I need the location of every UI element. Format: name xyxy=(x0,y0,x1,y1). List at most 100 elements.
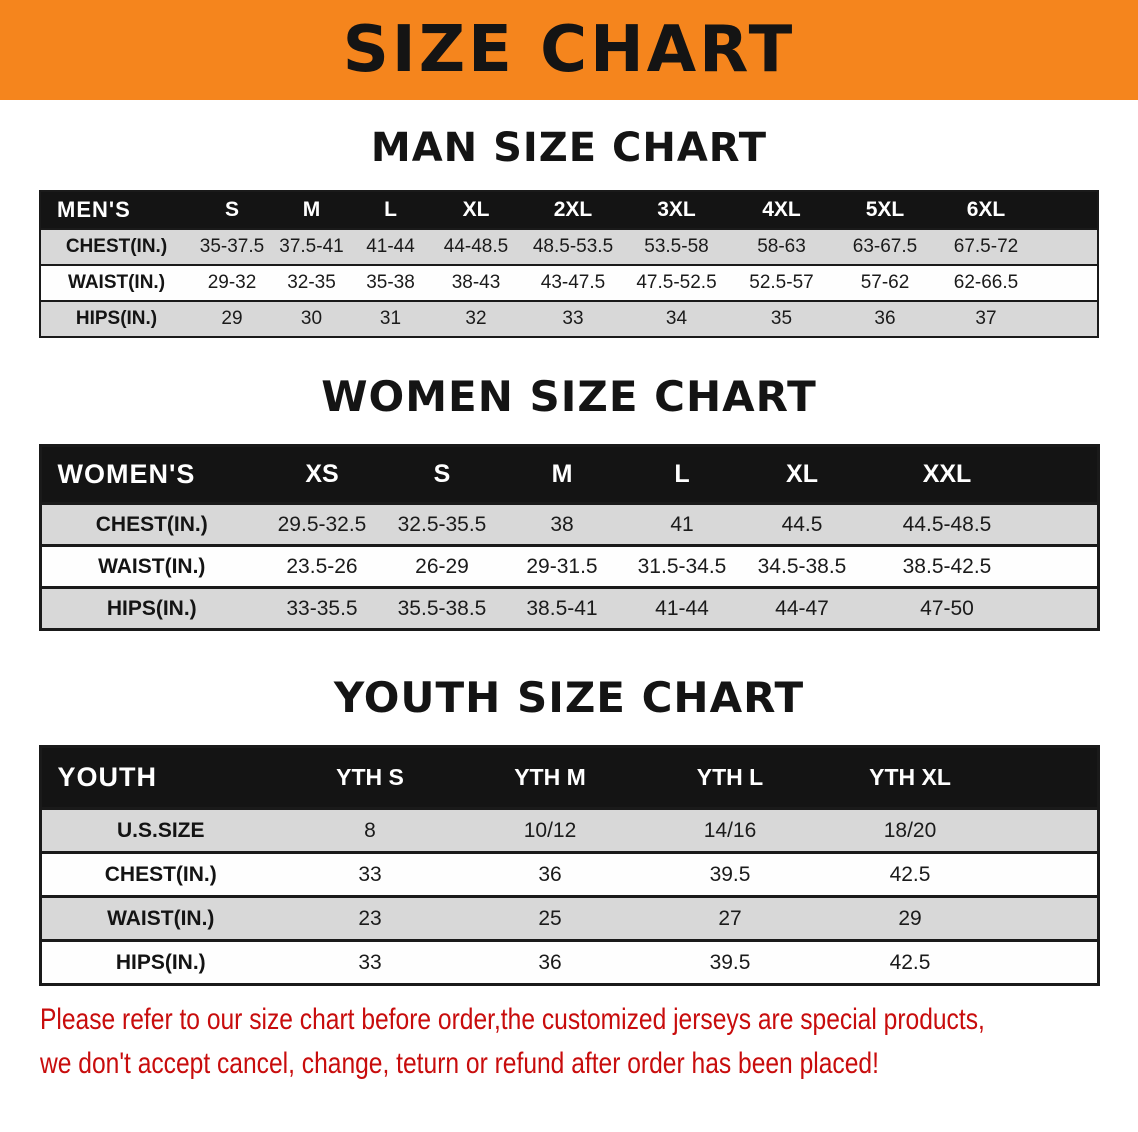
table-row: CHEST(IN.) 29.5-32.5 32.5-35.5 38 41 44.5 44.5… xyxy=(40,502,1098,546)
men-size-section: MAN SIZE CHART MEN'S S M L XL 2XL 3XL 4XL 5XL 6XL… xyxy=(0,126,1138,338)
size-value-cell: 33 xyxy=(522,300,624,337)
size-column-header: YTH S xyxy=(280,746,460,809)
table-row: HIPS(IN.) 29 30 31 32 33 34 35 36 37 xyxy=(40,300,1098,337)
size-value-cell: 29-32 xyxy=(192,264,272,301)
table-header-row: MEN'S S M L XL 2XL 3XL 4XL 5XL 6XL xyxy=(40,191,1098,229)
filler-cell xyxy=(1000,895,1098,941)
size-value-cell: 25 xyxy=(460,895,640,941)
size-value-cell: 43-47.5 xyxy=(522,264,624,301)
youth-size-section: YOUTH SIZE CHART YOUTH YTH S YTH M YTH L YTH… xyxy=(0,673,1138,987)
size-value-cell: 44.5 xyxy=(742,502,862,546)
size-column-header: M xyxy=(502,445,622,504)
size-value-cell: 10/12 xyxy=(460,807,640,853)
size-column-header: L xyxy=(351,191,430,229)
size-column-header: 2XL xyxy=(522,191,624,229)
youth-size-table: YOUTH YTH S YTH M YTH L YTH XL U.S.SIZE 8 10/12… xyxy=(38,745,1100,987)
size-value-cell: 41-44 xyxy=(351,228,430,265)
filler-cell xyxy=(1036,264,1098,301)
table-row: HIPS(IN.) 33-35.5 35.5-38.5 38.5-41 41-44 44-… xyxy=(40,586,1098,630)
size-value-cell: 39.5 xyxy=(640,851,820,897)
row-label: HIPS(IN.) xyxy=(40,300,192,337)
size-column-header: 3XL xyxy=(624,191,729,229)
table-row: U.S.SIZE 8 10/12 14/16 18/20 xyxy=(40,807,1098,853)
table-row: WAIST(IN.) 23 25 27 29 xyxy=(40,895,1098,941)
size-value-cell: 38 xyxy=(502,502,622,546)
filler-cell xyxy=(1032,502,1098,546)
size-value-cell: 26-29 xyxy=(382,544,502,588)
filler-cell xyxy=(1036,191,1098,229)
size-value-cell: 27 xyxy=(640,895,820,941)
size-value-cell: 47-50 xyxy=(862,586,1032,630)
size-value-cell: 62-66.5 xyxy=(936,264,1036,301)
filler-cell xyxy=(1032,544,1098,588)
size-value-cell: 32 xyxy=(430,300,522,337)
size-value-cell: 57-62 xyxy=(834,264,936,301)
size-column-header: YTH XL xyxy=(820,746,1000,809)
page-title: SIZE CHART xyxy=(342,13,796,87)
size-value-cell: 35 xyxy=(729,300,834,337)
women-size-section: WOMEN SIZE CHART WOMEN'S XS S M L XL XXL CHEST(… xyxy=(0,372,1138,632)
filler-cell xyxy=(1036,228,1098,265)
notice-line-1: Please refer to our size chart before or… xyxy=(40,1003,985,1037)
size-column-header: XL xyxy=(430,191,522,229)
men-section-heading: MAN SIZE CHART xyxy=(370,125,768,171)
size-column-header: 4XL xyxy=(729,191,834,229)
men-size-table: MEN'S S M L XL 2XL 3XL 4XL 5XL 6XL CHEST(IN.) 35-37… xyxy=(39,190,1099,338)
size-value-cell: 37.5-41 xyxy=(272,228,351,265)
size-column-header: M xyxy=(272,191,351,229)
size-value-cell: 36 xyxy=(460,851,640,897)
size-value-cell: 67.5-72 xyxy=(936,228,1036,265)
size-value-cell: 31 xyxy=(351,300,430,337)
size-value-cell: 44.5-48.5 xyxy=(862,502,1032,546)
size-value-cell: 34 xyxy=(624,300,729,337)
filler-cell xyxy=(1000,851,1098,897)
table-group-label: YOUTH xyxy=(40,746,280,809)
table-group-label: MEN'S xyxy=(40,191,192,229)
size-value-cell: 32-35 xyxy=(272,264,351,301)
size-value-cell: 37 xyxy=(936,300,1036,337)
size-value-cell: 14/16 xyxy=(640,807,820,853)
size-column-header: XXL xyxy=(862,445,1032,504)
size-column-header: L xyxy=(622,445,742,504)
table-row: WAIST(IN.) 23.5-26 26-29 29-31.5 31.5-34.5 34… xyxy=(40,544,1098,588)
size-value-cell: 33-35.5 xyxy=(262,586,382,630)
size-value-cell: 35.5-38.5 xyxy=(382,586,502,630)
row-label: HIPS(IN.) xyxy=(40,586,262,630)
size-column-header: YTH M xyxy=(460,746,640,809)
size-value-cell: 32.5-35.5 xyxy=(382,502,502,546)
filler-cell xyxy=(1000,939,1098,985)
youth-section-heading: YOUTH SIZE CHART xyxy=(333,673,805,723)
size-value-cell: 34.5-38.5 xyxy=(742,544,862,588)
size-value-cell: 44-48.5 xyxy=(430,228,522,265)
size-value-cell: 8 xyxy=(280,807,460,853)
size-value-cell: 33 xyxy=(280,939,460,985)
size-column-header: S xyxy=(382,445,502,504)
size-column-header: YTH L xyxy=(640,746,820,809)
size-value-cell: 42.5 xyxy=(820,851,1000,897)
size-value-cell: 47.5-52.5 xyxy=(624,264,729,301)
filler-cell xyxy=(1000,807,1098,853)
size-column-header: 6XL xyxy=(936,191,1036,229)
table-row: CHEST(IN.) 33 36 39.5 42.5 xyxy=(40,851,1098,897)
size-value-cell: 33 xyxy=(280,851,460,897)
filler-cell xyxy=(1032,586,1098,630)
size-value-cell: 41 xyxy=(622,502,742,546)
size-value-cell: 29 xyxy=(192,300,272,337)
row-label: U.S.SIZE xyxy=(40,807,280,853)
women-size-table: WOMEN'S XS S M L XL XXL CHEST(IN.) 29.5-32.5 32.5… xyxy=(38,444,1100,632)
order-notice: Please refer to our size chart before or… xyxy=(0,1002,1138,1082)
size-value-cell: 23.5-26 xyxy=(262,544,382,588)
size-value-cell: 35-38 xyxy=(351,264,430,301)
table-row: HIPS(IN.) 33 36 39.5 42.5 xyxy=(40,939,1098,985)
row-label: HIPS(IN.) xyxy=(40,939,280,985)
row-label: CHEST(IN.) xyxy=(40,228,192,265)
size-value-cell: 53.5-58 xyxy=(624,228,729,265)
table-row: CHEST(IN.) 35-37.5 37.5-41 41-44 44-48.5 48.5… xyxy=(40,228,1098,265)
size-value-cell: 23 xyxy=(280,895,460,941)
size-value-cell: 38-43 xyxy=(430,264,522,301)
women-section-heading: WOMEN SIZE CHART xyxy=(321,372,817,421)
size-value-cell: 38.5-41 xyxy=(502,586,622,630)
size-value-cell: 38.5-42.5 xyxy=(862,544,1032,588)
filler-cell xyxy=(1032,445,1098,504)
